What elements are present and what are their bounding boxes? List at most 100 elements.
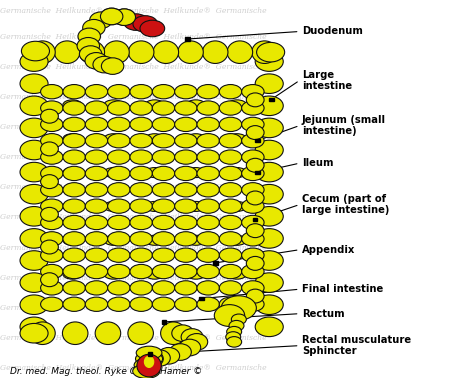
Ellipse shape [108, 183, 130, 197]
Ellipse shape [152, 133, 175, 148]
Ellipse shape [246, 257, 264, 270]
Ellipse shape [41, 109, 58, 123]
Bar [213, 261, 218, 265]
Ellipse shape [255, 162, 283, 182]
Ellipse shape [152, 199, 175, 213]
Text: Germanische  Heilkunde®  Germanische  Heilkunde®  Germanische: Germanische Heilkunde® Germanische Heilk… [0, 274, 267, 282]
Ellipse shape [219, 248, 242, 262]
Ellipse shape [197, 215, 219, 230]
Ellipse shape [41, 273, 58, 287]
Ellipse shape [63, 322, 88, 345]
Bar [269, 97, 273, 101]
Ellipse shape [219, 265, 242, 279]
Ellipse shape [63, 232, 85, 246]
Ellipse shape [63, 166, 85, 180]
Ellipse shape [246, 158, 264, 172]
Ellipse shape [152, 101, 175, 115]
Ellipse shape [227, 337, 242, 347]
Ellipse shape [181, 329, 203, 345]
Text: Appendix: Appendix [302, 245, 356, 255]
Ellipse shape [63, 183, 85, 197]
Ellipse shape [242, 215, 264, 230]
Ellipse shape [174, 281, 197, 295]
Ellipse shape [130, 85, 153, 99]
Ellipse shape [20, 251, 48, 270]
Ellipse shape [130, 166, 153, 180]
Ellipse shape [148, 350, 170, 366]
Ellipse shape [108, 232, 130, 246]
Ellipse shape [145, 356, 154, 368]
Ellipse shape [174, 183, 197, 197]
Ellipse shape [63, 117, 85, 132]
Ellipse shape [41, 85, 63, 99]
Ellipse shape [85, 265, 108, 279]
Ellipse shape [152, 85, 175, 99]
Ellipse shape [255, 185, 283, 204]
Ellipse shape [152, 297, 175, 312]
Ellipse shape [246, 224, 264, 238]
Ellipse shape [152, 150, 175, 164]
Ellipse shape [227, 326, 242, 337]
Ellipse shape [63, 168, 82, 178]
Ellipse shape [63, 133, 85, 148]
Ellipse shape [197, 101, 219, 115]
Ellipse shape [130, 248, 153, 262]
Ellipse shape [255, 96, 283, 116]
Ellipse shape [242, 133, 264, 148]
Ellipse shape [242, 199, 264, 213]
Ellipse shape [124, 14, 148, 30]
Ellipse shape [108, 248, 130, 262]
Ellipse shape [128, 41, 154, 63]
Ellipse shape [219, 281, 242, 295]
Ellipse shape [242, 85, 264, 99]
Ellipse shape [186, 201, 205, 211]
Ellipse shape [197, 248, 219, 262]
Ellipse shape [246, 289, 264, 303]
Ellipse shape [41, 183, 63, 197]
Ellipse shape [41, 101, 63, 115]
Ellipse shape [186, 100, 205, 110]
Ellipse shape [186, 334, 208, 350]
Text: Germanische  Heilkunde®  Germanische  Heilkunde®  Germanische: Germanische Heilkunde® Germanische Heilk… [0, 123, 267, 131]
Ellipse shape [152, 232, 175, 246]
Ellipse shape [63, 150, 85, 164]
Ellipse shape [108, 297, 130, 312]
Ellipse shape [228, 168, 246, 178]
Ellipse shape [41, 297, 63, 312]
Ellipse shape [229, 320, 244, 331]
Ellipse shape [41, 240, 58, 254]
Ellipse shape [174, 101, 197, 115]
Text: Germanische  Heilkunde®  Germanische  Heilkunde®  Germanische: Germanische Heilkunde® Germanische Heilk… [0, 334, 267, 342]
Ellipse shape [174, 85, 197, 99]
Ellipse shape [130, 117, 153, 132]
Ellipse shape [219, 199, 242, 213]
Ellipse shape [153, 41, 179, 63]
Ellipse shape [219, 133, 242, 148]
Ellipse shape [246, 191, 264, 205]
Bar [200, 297, 203, 300]
Ellipse shape [41, 232, 63, 246]
Ellipse shape [255, 140, 283, 160]
Ellipse shape [152, 281, 175, 295]
Ellipse shape [145, 269, 164, 279]
Ellipse shape [63, 100, 82, 110]
Ellipse shape [242, 232, 264, 246]
Ellipse shape [30, 41, 55, 63]
Ellipse shape [85, 117, 108, 132]
Ellipse shape [85, 297, 108, 312]
Ellipse shape [90, 12, 112, 28]
Ellipse shape [197, 85, 219, 99]
Ellipse shape [104, 41, 129, 63]
Ellipse shape [179, 339, 201, 356]
Ellipse shape [197, 265, 219, 279]
Ellipse shape [255, 229, 283, 248]
Ellipse shape [78, 28, 100, 45]
Ellipse shape [255, 273, 283, 292]
Ellipse shape [41, 207, 58, 221]
Ellipse shape [174, 199, 197, 213]
Ellipse shape [63, 85, 85, 99]
Ellipse shape [108, 281, 130, 295]
Ellipse shape [41, 281, 63, 295]
Ellipse shape [246, 125, 264, 139]
Ellipse shape [137, 354, 161, 377]
